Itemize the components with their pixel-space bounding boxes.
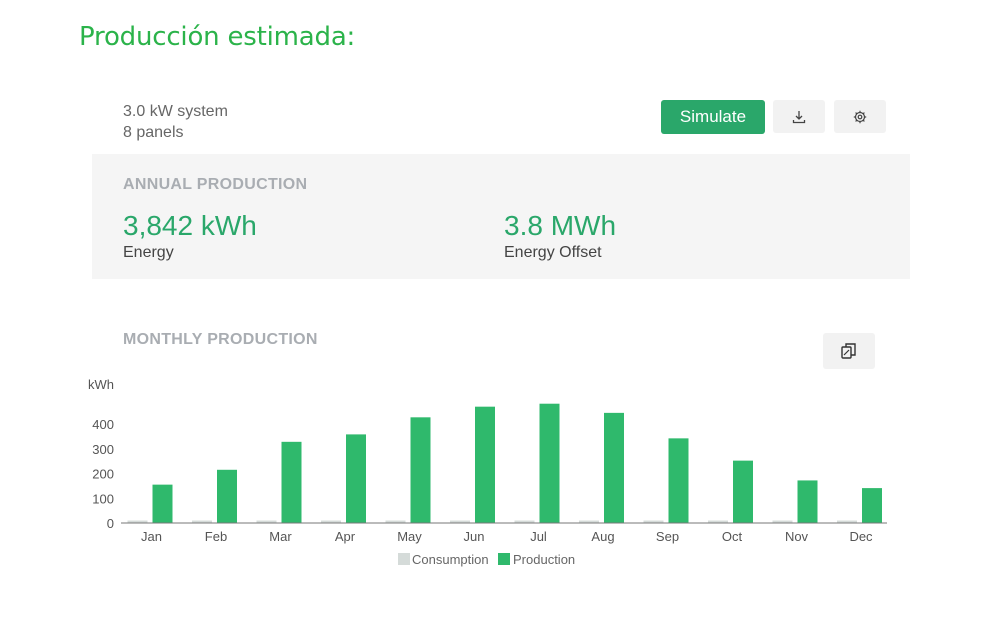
x-tick-label: Jun <box>464 529 485 544</box>
consumption-bar <box>837 520 857 523</box>
production-bar <box>475 406 495 523</box>
consumption-bar <box>643 520 664 523</box>
consumption-bar <box>514 520 535 523</box>
production-bar <box>797 480 818 523</box>
consumption-bar <box>708 520 728 523</box>
energy-offset-label: Energy Offset <box>504 244 602 261</box>
annual-production-panel: ANNUAL PRODUCTION 3,842 kWh Energy 3.8 M… <box>92 154 910 279</box>
production-bar <box>217 469 237 523</box>
energy-metric: 3,842 kWh Energy <box>123 210 257 262</box>
y-tick-label: 200 <box>92 467 114 482</box>
x-tick-label: Jul <box>530 529 547 544</box>
consumption-bar <box>192 520 212 523</box>
x-tick-label: Jan <box>141 529 162 544</box>
consumption-bar <box>579 520 599 523</box>
energy-value: 3,842 kWh <box>123 210 257 241</box>
consumption-bar <box>772 520 793 523</box>
y-tick-label: 300 <box>92 442 114 457</box>
annual-production-title: ANNUAL PRODUCTION <box>123 176 308 193</box>
energy-offset-value: 3.8 MWh <box>504 210 617 241</box>
page-heading: Producción estimada: <box>79 22 356 52</box>
x-tick-label: May <box>397 529 422 544</box>
legend-production-label: Production <box>513 552 575 567</box>
energy-offset-metric: 3.8 MWh Energy Offset <box>504 210 616 262</box>
legend-consumption-label: Consumption <box>412 552 489 567</box>
production-bar <box>862 488 882 523</box>
x-tick-label: Mar <box>269 529 292 544</box>
copy-button[interactable] <box>823 333 875 369</box>
energy-label: Energy <box>123 244 174 261</box>
x-tick-label: Oct <box>722 529 743 544</box>
system-panels: 8 panels <box>123 124 184 141</box>
production-bar <box>152 484 173 523</box>
simulate-button[interactable]: Simulate <box>661 100 765 134</box>
production-bar <box>733 460 753 523</box>
consumption-bar <box>321 520 341 523</box>
consumption-bar <box>450 520 470 523</box>
system-info: 3.0 kW system 8 panels <box>123 101 228 143</box>
x-tick-label: Dec <box>849 529 873 544</box>
gear-icon <box>853 110 867 123</box>
copy-icon <box>841 343 856 359</box>
production-bar <box>281 441 302 523</box>
settings-button[interactable] <box>834 100 886 133</box>
y-tick-label: 400 <box>92 417 114 432</box>
y-tick-label: 100 <box>92 491 114 506</box>
system-size: 3.0 kW system <box>123 103 228 120</box>
monthly-production-chart: kWh 0 100 200 300 400 Jan Feb Mar Apr May Jun Jul A… <box>88 377 887 567</box>
legend-production-swatch <box>498 553 510 565</box>
production-bar <box>410 417 431 523</box>
production-bar <box>539 403 560 523</box>
download-icon <box>792 110 806 123</box>
y-tick-label: 0 <box>107 516 114 531</box>
consumption-bar <box>385 520 406 523</box>
production-bar <box>604 412 624 523</box>
legend-consumption-swatch <box>398 553 410 565</box>
production-bar <box>346 434 366 523</box>
download-button[interactable] <box>773 100 825 133</box>
x-tick-label: Aug <box>591 529 614 544</box>
x-tick-label: Apr <box>335 529 356 544</box>
consumption-bar <box>256 520 277 523</box>
x-tick-label: Nov <box>785 529 809 544</box>
production-bar <box>668 438 689 523</box>
x-tick-label: Feb <box>205 529 227 544</box>
consumption-bar <box>127 520 148 523</box>
monthly-production-title: MONTHLY PRODUCTION <box>123 331 318 348</box>
x-tick-label: Sep <box>656 529 679 544</box>
y-axis-label: kWh <box>88 377 114 392</box>
